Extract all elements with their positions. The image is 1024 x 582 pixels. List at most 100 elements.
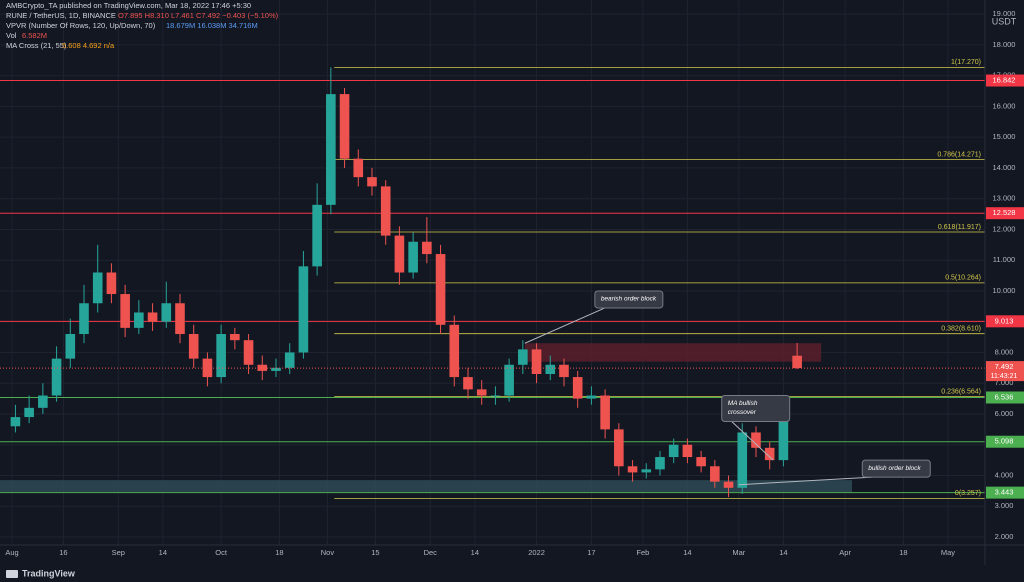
price-tag-label: 5.098	[995, 437, 1014, 446]
fib-label: 0.5(10.264)	[945, 275, 981, 282]
candle-body	[65, 334, 76, 359]
candle-body	[134, 312, 144, 328]
candle-body	[230, 334, 240, 341]
ohlc: O7.895 H8.310 L7.461 C7.492 −0.403 (−5.1…	[118, 11, 279, 20]
symbol: RUNE / TetherUS, 1D, BINANCE	[6, 11, 116, 20]
price-tag	[986, 315, 1024, 328]
candle-body	[641, 469, 652, 473]
candle-body	[696, 457, 706, 467]
candle-body	[312, 204, 322, 267]
candle-body	[751, 432, 761, 448]
fib-label: 0(3.257)	[955, 490, 981, 497]
annotation-pointer	[524, 307, 606, 344]
candle-body	[778, 401, 789, 461]
x-tick-label: Mar	[732, 548, 745, 557]
y-tick-label: 6.000	[995, 409, 1014, 418]
annotation-box	[861, 459, 931, 478]
x-tick-label: 15	[371, 548, 379, 557]
candle-body	[10, 417, 21, 427]
y-tick-label: 19.000	[993, 9, 1016, 18]
x-tick-label: Oct	[215, 548, 228, 557]
brand-logo	[6, 570, 18, 578]
candle-body	[655, 457, 665, 470]
y-tick-label: 13.000	[993, 194, 1016, 203]
candle-body	[147, 312, 158, 322]
x-tick-label: Feb	[636, 548, 649, 557]
x-tick-label: Nov	[321, 548, 335, 557]
candle-body	[476, 389, 487, 396]
y-tick-label: 16.000	[993, 101, 1016, 110]
candle-body	[339, 94, 350, 159]
candle-body	[586, 395, 597, 399]
vol-value: 6.582M	[22, 31, 47, 40]
price-tag-label: 3.443	[995, 488, 1014, 497]
x-tick-label: Dec	[424, 548, 438, 557]
candle-body	[394, 235, 405, 273]
x-tick-label: 14	[159, 548, 167, 557]
y-tick-label: 10.000	[993, 286, 1016, 295]
candle-body	[24, 407, 34, 418]
zone	[0, 480, 852, 493]
candle-body	[422, 241, 432, 255]
price-tag-label: 6.536	[995, 392, 1014, 401]
candle-body	[559, 364, 569, 378]
fib-label: 0.786(14.271)	[937, 151, 981, 158]
legend: AMBCrypto_TA published on TradingView.co…	[6, 1, 279, 50]
candle-body	[545, 364, 556, 375]
price-tag	[986, 486, 1024, 499]
candle-body	[271, 367, 281, 371]
candle-body	[614, 429, 624, 467]
candle-body	[449, 324, 460, 378]
candle-body	[627, 466, 638, 473]
countdown: 11:43:21	[991, 373, 1018, 380]
candle-body	[38, 395, 48, 408]
y-tick-label: 8.000	[995, 347, 1014, 356]
x-tick-label: 14	[779, 548, 787, 557]
y-tick-label: 11.000	[993, 255, 1015, 264]
ma-values: 5.608 4.692 n/a	[62, 41, 115, 50]
candle-body	[572, 377, 583, 399]
x-tick-label: 18	[899, 548, 907, 557]
annotation-text: bullish order block	[868, 465, 921, 472]
y-tick-label: 2.000	[995, 532, 1014, 541]
annotation-pointer	[731, 421, 774, 461]
candle-body	[504, 364, 514, 396]
y-tick-label: 18.000	[993, 40, 1016, 49]
candle-body	[120, 294, 130, 328]
candle-body	[463, 377, 473, 390]
x-tick-label: 16	[59, 548, 67, 557]
candle-body	[792, 355, 802, 369]
plot: 1(17.270) 0.786(14.271) 0.618(11.917) 0.5(1…	[0, 59, 985, 499]
annotation-text: crossover	[728, 409, 757, 416]
x-tick-label: 18	[275, 548, 283, 557]
candle-body	[490, 395, 501, 397]
candle-body	[668, 444, 679, 458]
candle-body	[408, 241, 418, 273]
grid	[0, 0, 985, 545]
vol: Vol	[6, 31, 17, 40]
candle-body	[298, 266, 309, 353]
annotation-box	[594, 290, 664, 309]
y-tick-label: 14.000	[993, 163, 1016, 172]
candle-body	[518, 349, 528, 365]
price-tag	[986, 207, 1024, 220]
zone	[524, 343, 822, 362]
price-tag-label: 12.528	[993, 208, 1016, 217]
vpvr-values: 18.679M 16.038M 34.716M	[166, 21, 258, 30]
candle-body	[92, 272, 103, 304]
y-tick-label: 12.000	[993, 224, 1016, 233]
candle-body	[243, 340, 254, 365]
candle-body	[106, 272, 117, 295]
annotation-pointer	[738, 476, 873, 486]
x-tick-label: 14	[683, 548, 691, 557]
annotation-text: MA bullish	[728, 400, 758, 407]
vpvr: VPVR (Number Of Rows, 120, Up/Down, 70)	[6, 21, 156, 30]
candle-body	[216, 334, 226, 378]
candle-body	[188, 334, 199, 359]
candle-body	[353, 158, 364, 178]
candle-body	[531, 349, 542, 375]
y-tick-label: 7.000	[995, 378, 1014, 387]
price-tag	[986, 391, 1024, 404]
x-tick-label: 2022	[528, 548, 545, 557]
candle-body	[737, 432, 748, 488]
